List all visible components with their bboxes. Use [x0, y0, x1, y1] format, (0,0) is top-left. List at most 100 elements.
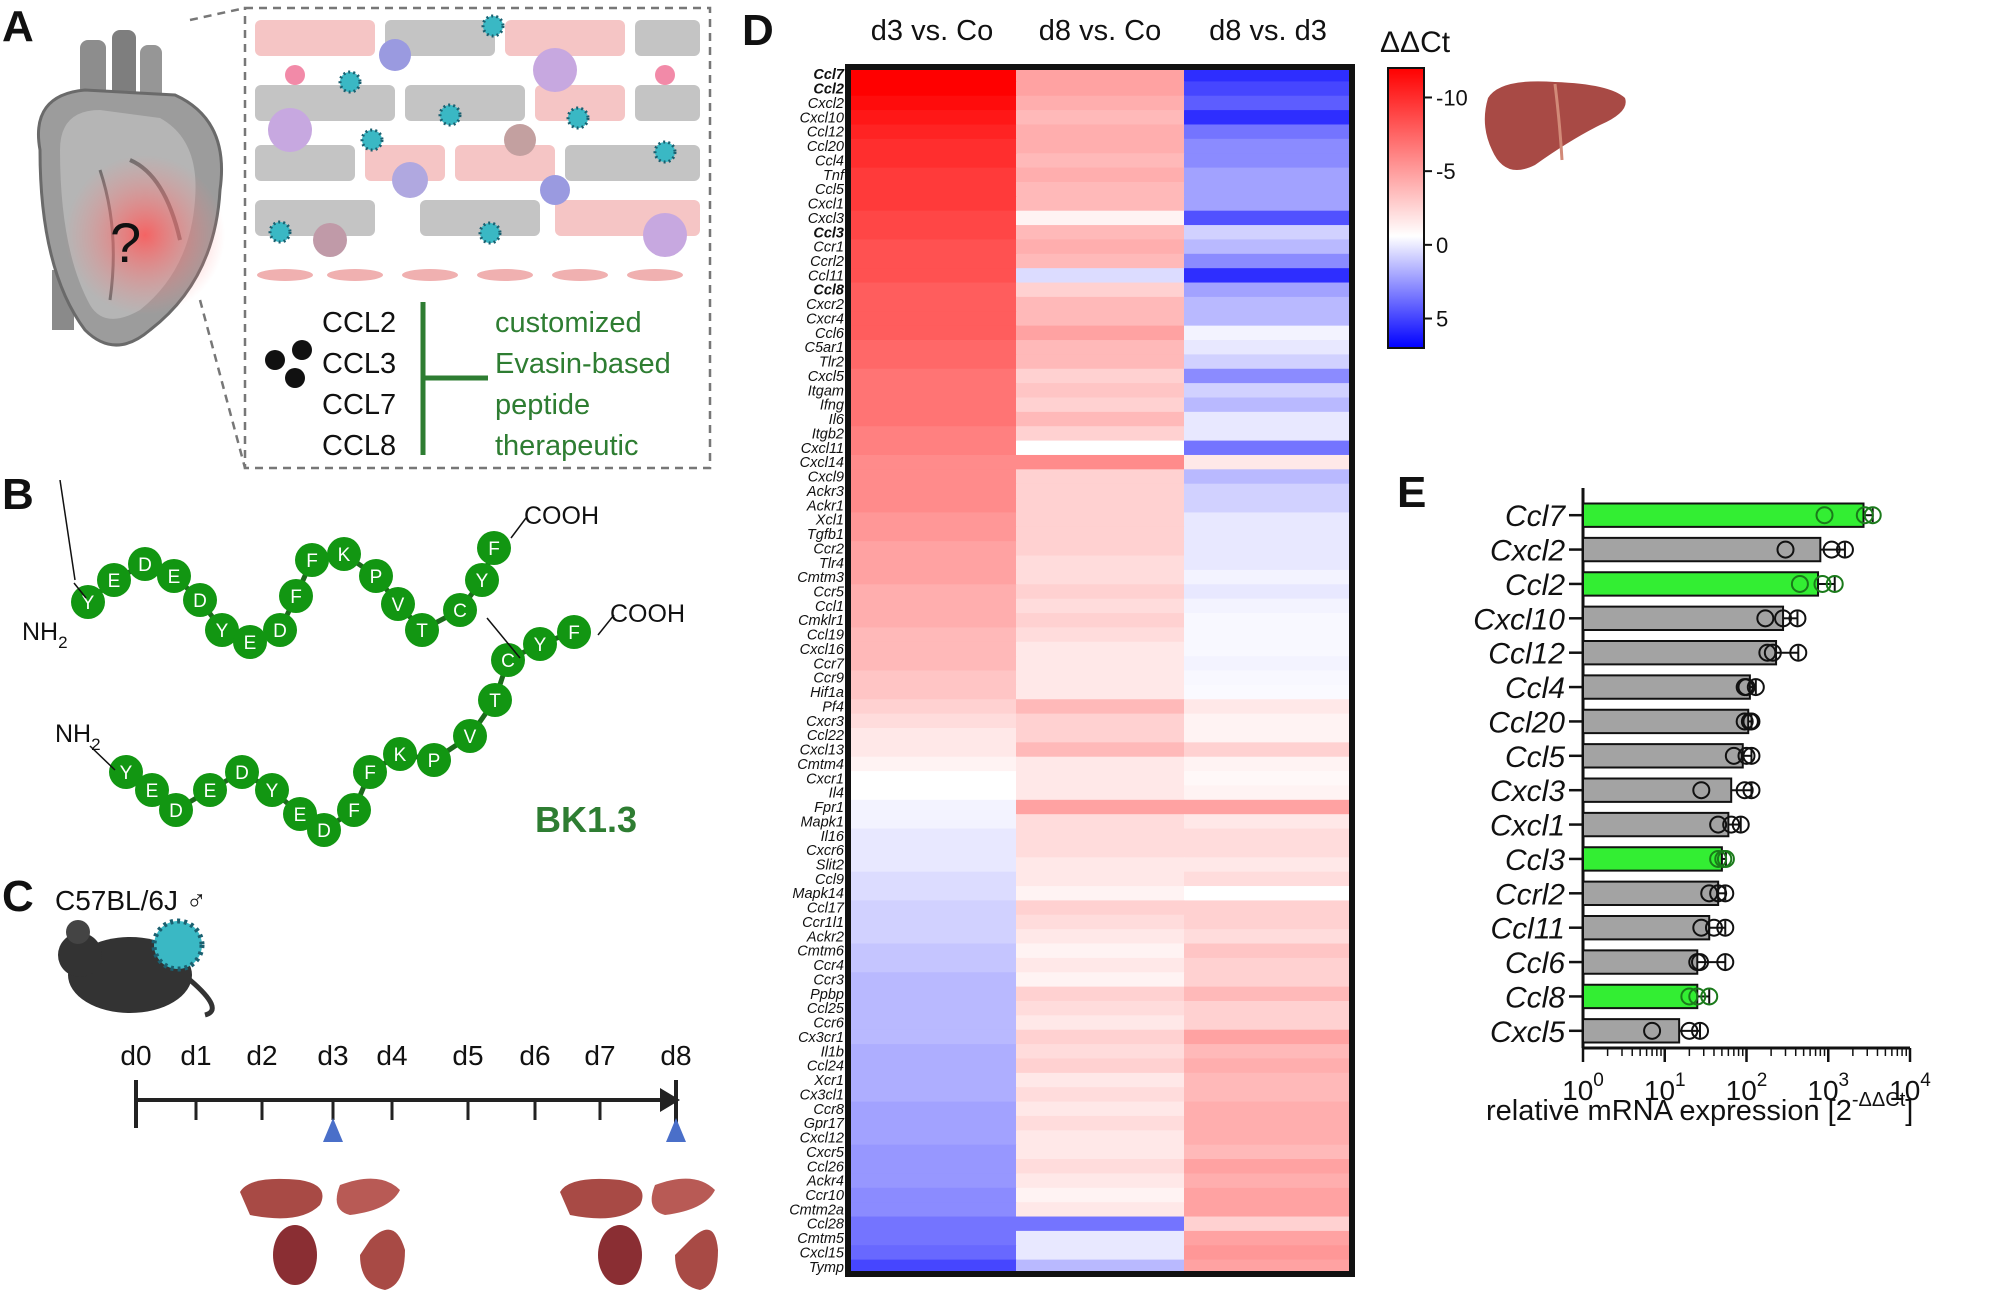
chain2-residue: E [135, 773, 169, 807]
heatmap-cell [1016, 239, 1185, 255]
residue-letter: K [338, 545, 351, 566]
heatmap-cell [1016, 440, 1185, 456]
residue-letter: K [394, 745, 407, 766]
residue-letter: F [348, 801, 360, 822]
data-point [1704, 918, 1723, 937]
heatmap-row-label: Slit2 [816, 858, 844, 874]
data-point [1815, 506, 1834, 525]
heatmap-cell [848, 196, 1017, 212]
timeline-day-label: d4 [376, 1040, 407, 1071]
heatmap-cell [848, 469, 1017, 485]
heatmap-cell [1016, 124, 1185, 140]
heatmap-row-label: Il4 [829, 786, 844, 802]
liver-icon [1484, 81, 1626, 170]
heatmap-cell [848, 124, 1017, 140]
heatmap-cell [1184, 799, 1353, 815]
heatmap-cell [1016, 943, 1185, 959]
heatmap-cell [1184, 512, 1353, 528]
heatmap-row-label: Ccr1 [813, 240, 844, 256]
heatmap-cell [848, 483, 1017, 499]
heatmap-cell [1016, 914, 1185, 930]
heatmap-cell [1016, 397, 1185, 413]
heatmap-row-label: Cmtm3 [797, 570, 844, 586]
heatmap-row-label: Hif1a [810, 685, 844, 701]
data-point [1742, 712, 1761, 731]
heatmap-row-label: Il1b [821, 1044, 844, 1060]
heatmap-cell [848, 138, 1017, 154]
data-point [1731, 815, 1750, 834]
residue-letter: D [138, 555, 152, 576]
heatmap-row-label: Cxcr2 [806, 297, 844, 313]
heatmap-cell [1016, 799, 1185, 815]
heatmap-row-label: Cmtm4 [797, 757, 844, 773]
heatmap-cell [1184, 541, 1353, 557]
heatmap-cell [848, 526, 1017, 542]
heatmap-cell [848, 1245, 1017, 1261]
chain1-residue: E [97, 563, 131, 597]
heatmap-cell [848, 713, 1017, 729]
heatmap-cell [848, 541, 1017, 557]
heatmap-cell [848, 1144, 1017, 1160]
heatmap-cell [1016, 1202, 1185, 1218]
heatmap-cell [1016, 81, 1185, 97]
heatmap-cell [848, 340, 1017, 355]
data-point [1742, 781, 1761, 800]
panel-label-a: A [2, 2, 34, 51]
panel-label-b: B [2, 470, 34, 519]
heatmap-cell [1016, 469, 1185, 485]
heatmap-cell [1016, 411, 1185, 427]
chemokine-dot [265, 350, 285, 370]
heatmap-cell [1016, 1015, 1185, 1031]
heatmap-row-label: Ccl22 [807, 728, 844, 744]
heatmap-row-label: Cxcl9 [808, 470, 844, 486]
heatmap-row-label: Cx3cr1 [798, 1030, 844, 1046]
residue-letter: D [273, 621, 287, 642]
virus-icon [151, 918, 205, 972]
heatmap-cell [1016, 1000, 1185, 1016]
heatmap-cell [1016, 1173, 1185, 1189]
heatmap-row-label: Cmklr1 [798, 613, 844, 629]
heatmap-row-label: Ccr9 [813, 671, 844, 687]
heatmap-cell [848, 986, 1017, 1002]
heatmap-row-label: Ccr8 [813, 1102, 844, 1118]
cooh-label-2: COOH [610, 600, 685, 628]
x-tick-label: 101 [1644, 1070, 1686, 1106]
heatmap-column-header: d8 vs. Co [1039, 15, 1162, 47]
data-point [1822, 540, 1841, 559]
heatmap-cell [848, 799, 1017, 815]
bar-category-label: Ccrl2 [1495, 878, 1565, 911]
bar [1582, 708, 1750, 735]
heatmap-cell [848, 627, 1017, 643]
heart-question-mark: ? [110, 211, 141, 274]
heatmap-row-label: Xcl1 [815, 513, 844, 529]
heatmap-row-label: Ccl12 [807, 125, 844, 141]
heatmap-row-label: Cxcl12 [800, 1131, 844, 1147]
data-point [1716, 849, 1735, 868]
residue-letter: E [244, 633, 257, 654]
heatmap-cell [848, 727, 1017, 743]
heatmap-cell [1016, 957, 1185, 973]
timeline-arrowhead [660, 1088, 680, 1112]
data-point [1691, 1021, 1710, 1040]
timeline-day-label: d3 [317, 1040, 348, 1071]
heatmap-row-label: Cxcl1 [808, 197, 844, 213]
heatmap-cell [1184, 684, 1353, 700]
chain1-residue: Y [205, 613, 239, 647]
heatmap-row-label: Mapk14 [792, 886, 844, 902]
heatmap-row-label: Cxcr4 [806, 311, 844, 327]
data-point [1788, 609, 1807, 628]
chemokine-dot [292, 340, 312, 360]
heatmap-cell [1184, 167, 1353, 183]
heatmap-row-label: Ccl25 [807, 1001, 845, 1017]
residue-letter: E [204, 781, 217, 802]
heatmap-cell [1184, 1000, 1353, 1016]
bar [1582, 915, 1711, 941]
data-point [1737, 746, 1756, 765]
heatmap-cell [848, 555, 1017, 571]
injection-marker-d3 [323, 1118, 343, 1142]
heatmap-cell [1016, 483, 1185, 499]
heatmap-cell [848, 1072, 1017, 1088]
bar-category-label: Ccl11 [1491, 913, 1565, 946]
heatmap-cell [848, 268, 1017, 284]
